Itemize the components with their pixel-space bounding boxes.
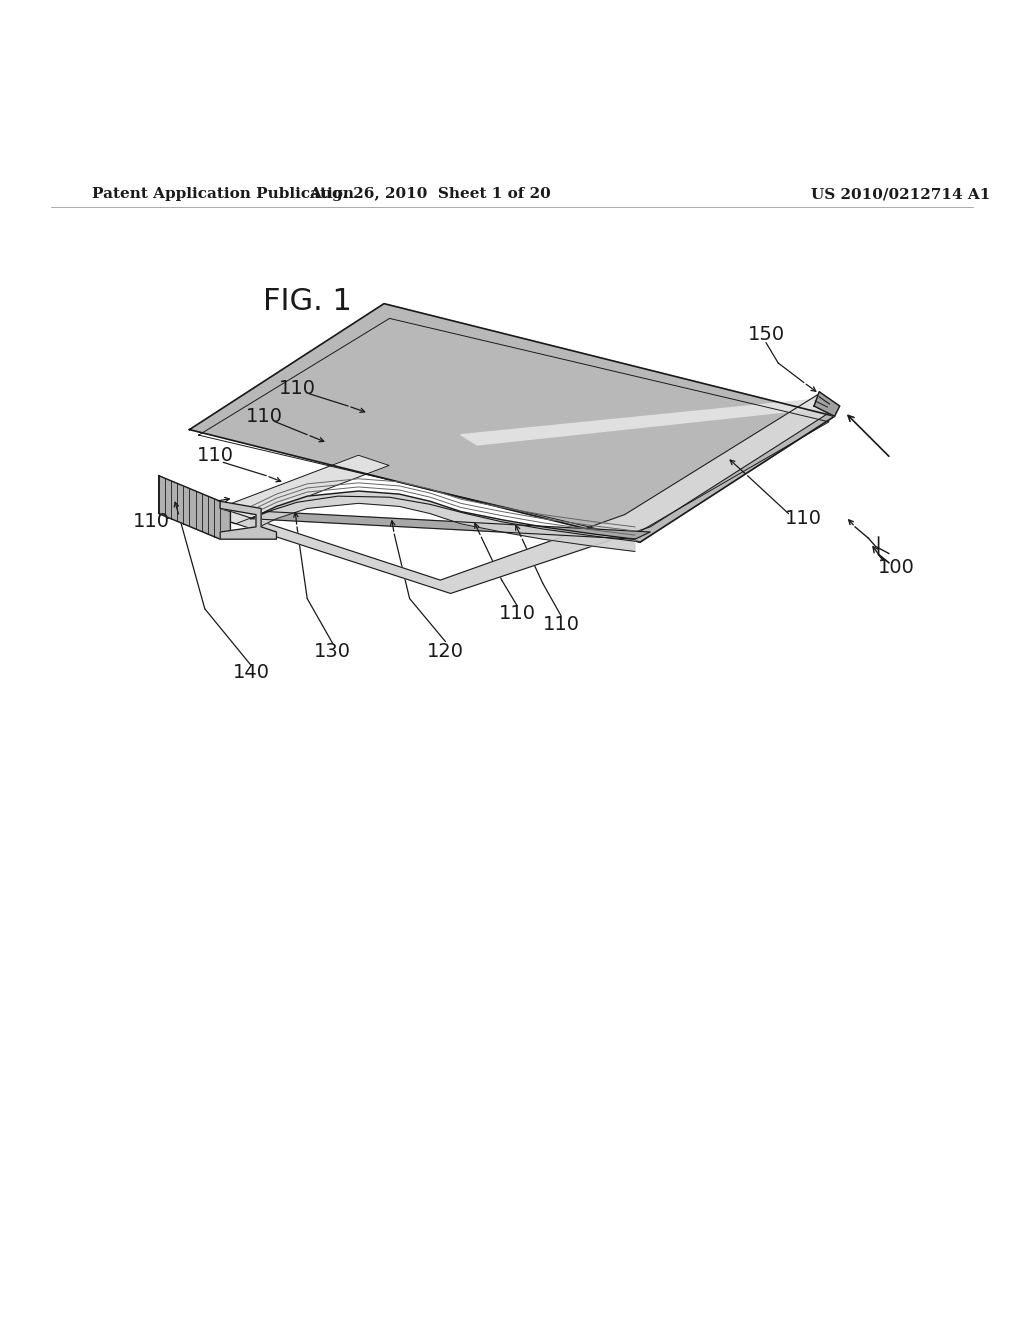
Text: 110: 110 [197,446,233,465]
Text: 110: 110 [279,379,315,399]
Text: US 2010/0212714 A1: US 2010/0212714 A1 [811,187,991,201]
Text: 110: 110 [785,510,822,528]
Text: 110: 110 [499,605,536,623]
Polygon shape [220,502,276,539]
Text: FIG. 1: FIG. 1 [263,286,351,315]
Text: 110: 110 [543,615,580,634]
Polygon shape [205,455,389,524]
Polygon shape [251,491,635,552]
Polygon shape [461,399,840,445]
Text: 100: 100 [878,558,914,577]
Text: 110: 110 [133,512,170,531]
Polygon shape [189,304,835,543]
Text: Aug. 26, 2010  Sheet 1 of 20: Aug. 26, 2010 Sheet 1 of 20 [309,187,551,201]
Polygon shape [251,512,650,539]
Polygon shape [197,393,840,594]
Text: 110: 110 [246,407,283,426]
Text: Patent Application Publication: Patent Application Publication [92,187,354,201]
Text: 150: 150 [748,325,784,345]
Text: 130: 130 [314,643,351,661]
Polygon shape [159,475,230,539]
Polygon shape [814,392,840,416]
Text: 140: 140 [232,663,269,682]
Text: 120: 120 [427,643,464,661]
